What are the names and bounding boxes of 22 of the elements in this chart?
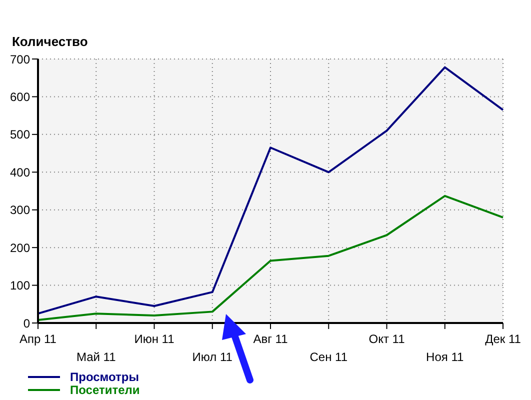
- x-tick-label: Окт 11: [368, 332, 406, 346]
- y-tick-label: 700: [10, 52, 30, 66]
- y-tick-label: 600: [10, 90, 30, 104]
- x-tick-label: Июн 11: [134, 332, 175, 346]
- legend-label: Просмотры: [70, 370, 140, 384]
- line-series: [37, 194, 504, 321]
- x-tick-label: Ноя 11: [426, 350, 464, 364]
- legend-label: Посетители: [70, 382, 140, 396]
- x-tick-label: Сен 11: [310, 350, 348, 364]
- y-tick-label: 300: [10, 203, 30, 218]
- x-tick-label: Май 11: [76, 350, 116, 364]
- y-tick-label: 0: [23, 316, 30, 330]
- y-tick-label: 400: [10, 165, 30, 180]
- line-series: [37, 66, 504, 315]
- y-tick-label: 500: [10, 128, 30, 142]
- x-tick-label: Июл 11: [192, 350, 233, 364]
- x-tick-label: Дек 11: [485, 332, 522, 346]
- x-tick-label: Авг 11: [253, 332, 288, 346]
- y-tick-label: 200: [10, 240, 30, 255]
- y-tick-label: 100: [10, 278, 30, 293]
- x-tick-label: Апр 11: [20, 332, 57, 346]
- y-axis-title: Количество: [12, 34, 88, 49]
